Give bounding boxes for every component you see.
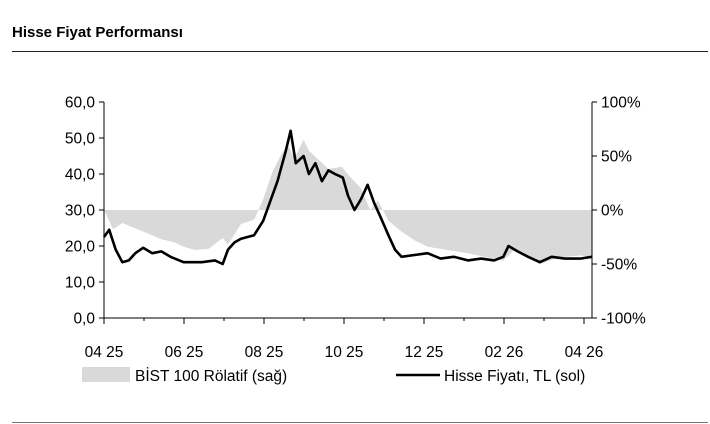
left-tick-label: 40,0 [65,167,96,184]
chart-title: Hisse Fiyat Performansı [12,24,183,41]
x-tick-label: 08 25 [245,344,284,361]
left-tick-label: 20,0 [65,239,96,256]
price-line [102,129,593,266]
legend-label-relative: BİST 100 Rölatif (sağ) [135,367,287,385]
right-tick-label: -50% [601,257,637,274]
x-tick-label: 12 25 [405,344,444,361]
right-tick-label: 100% [601,95,641,112]
left-tick-label: 30,0 [65,203,96,220]
x-tick-label: 06 25 [165,344,204,361]
right-tick-label: 50% [601,149,632,166]
legend: BİST 100 Rölatif (sağ) Hisse Fiyatı, TL (… [82,367,585,385]
legend-label-price: Hisse Fiyatı, TL (sol) [444,368,585,385]
right-tick-label: -100% [601,311,646,328]
price-line-layer [102,129,593,266]
x-tick-label: 04 26 [565,344,604,361]
legend-swatch-area [82,367,130,382]
bottom-divider [12,422,708,423]
left-tick-label: 10,0 [65,275,96,292]
left-tick-label: 50,0 [65,131,96,148]
left-tick-label: 60,0 [65,95,96,112]
x-tick-label: 04 25 [85,344,124,361]
x-tick-label: 10 25 [325,344,364,361]
left-tick-label: 0,0 [73,311,95,328]
title-divider [12,51,708,52]
axes: 0,0 10,0 20,0 30,0 40,0 50,0 60,0 -100% -50% 0% 50… [65,95,646,362]
x-tick-label: 02 26 [485,344,524,361]
relative-area [104,139,592,264]
right-tick-label: 0% [601,203,624,220]
relative-area-layer [104,139,592,264]
